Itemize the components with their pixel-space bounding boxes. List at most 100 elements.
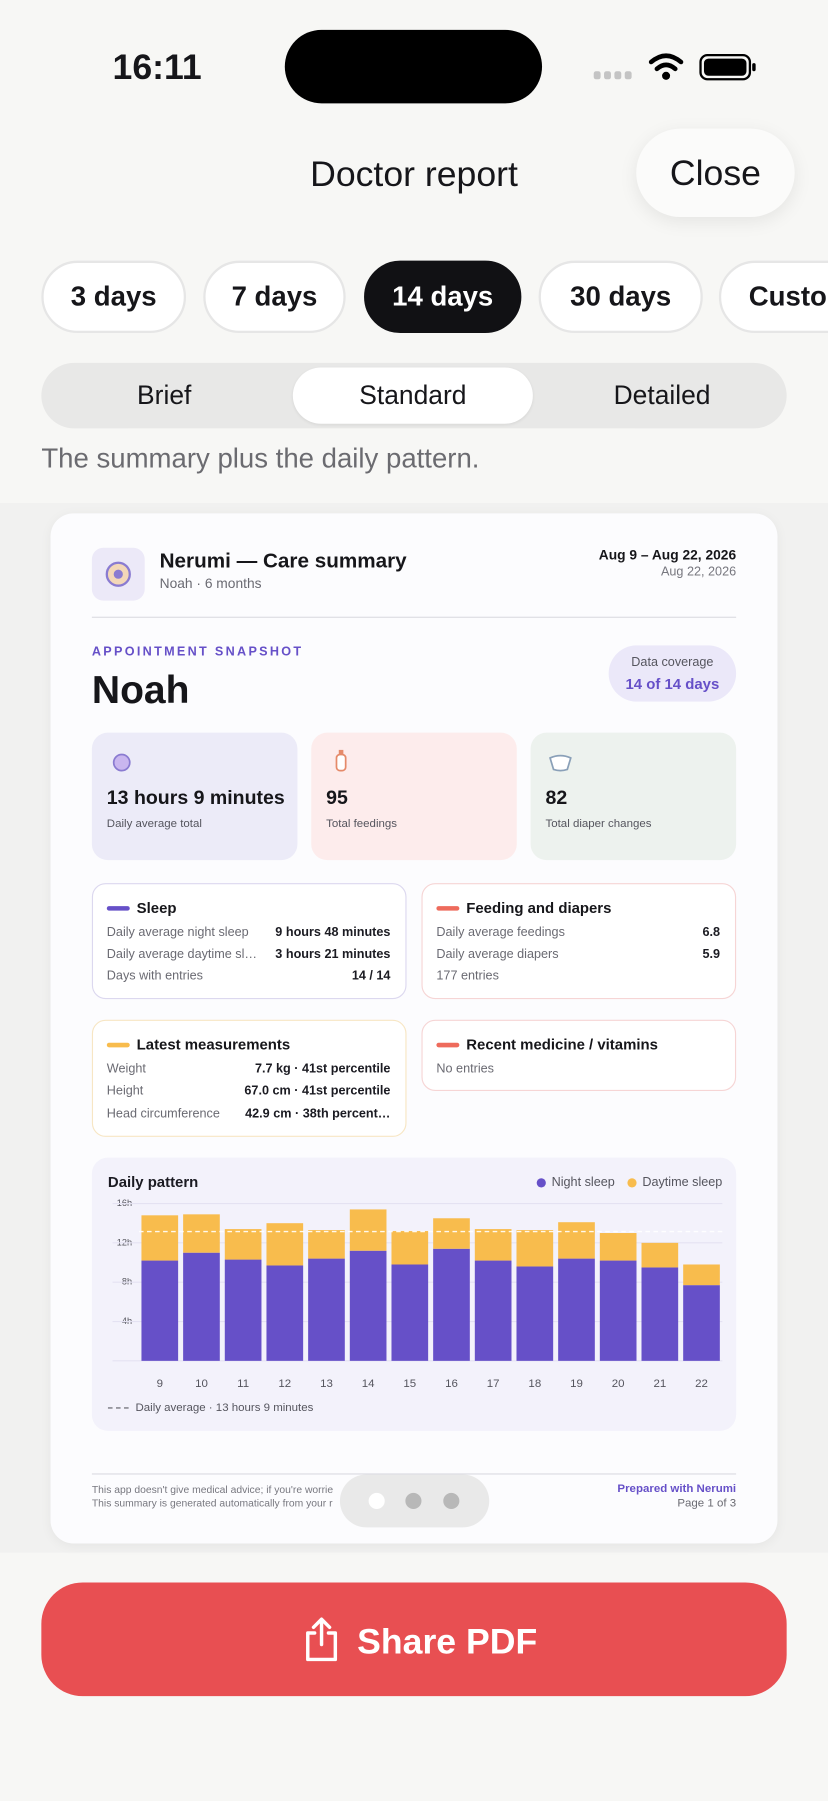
bar-segment <box>266 1265 304 1361</box>
card-accent <box>436 906 460 911</box>
range-tab[interactable]: 7 days <box>203 260 346 334</box>
stat-label: Daily average total <box>106 817 202 831</box>
card-accent <box>106 1042 130 1048</box>
segment-selected[interactable]: Standard <box>359 380 467 410</box>
bar-segment <box>308 1258 345 1361</box>
range-tab[interactable]: 3 days <box>41 260 187 334</box>
report-title: Nerumi — Care summary <box>159 548 407 572</box>
x-tick-label: 13 <box>320 1378 333 1390</box>
row-label: Daily average daytime sl… <box>106 947 258 962</box>
bar-segment <box>516 1266 554 1361</box>
row-label: Daily average feedings <box>436 925 565 940</box>
sleep-card: Sleep Daily average night sleep 9 hours … <box>91 883 407 1000</box>
stat-card: 13 hours 9 minutes Daily average total <box>91 732 298 861</box>
divider <box>91 616 737 618</box>
row-value: 6.8 <box>702 925 721 940</box>
card-title: Latest measurements <box>136 1035 291 1054</box>
row-value: 7.7 kg · 41st percentile <box>254 1062 391 1077</box>
row-value: 67.0 cm · 41st percentile <box>244 1084 391 1098</box>
page-indicator <box>339 1474 490 1528</box>
row-label: Daily average night sleep <box>106 925 249 940</box>
bar-segment <box>141 1260 179 1361</box>
x-tick-label: 15 <box>403 1378 416 1390</box>
x-tick-label: 10 <box>195 1378 208 1390</box>
legend-label: Daytime sleep <box>642 1175 722 1189</box>
prepared-by: Prepared with Nerumi <box>617 1482 737 1496</box>
range-tab-selected[interactable]: 14 days <box>364 260 522 334</box>
bar-segment <box>391 1264 429 1361</box>
bar-segment <box>266 1223 304 1266</box>
card-accent <box>106 906 130 911</box>
stat-card: 95 Total feedings <box>311 732 517 861</box>
status-icons <box>593 53 756 81</box>
row-label: Head circumference <box>106 1107 220 1121</box>
dynamic-island <box>284 29 543 104</box>
stat-label: Total diaper changes <box>545 817 652 831</box>
row-value: 14 / 14 <box>351 969 391 984</box>
page-dot[interactable] <box>443 1492 460 1509</box>
card-title: Recent medicine / vitamins <box>466 1035 658 1054</box>
row-label: Weight <box>106 1062 146 1077</box>
bar-segment <box>224 1229 262 1260</box>
row-value: 3 hours 21 minutes <box>275 947 391 962</box>
bar-segment <box>474 1260 512 1361</box>
bar-segment <box>599 1260 637 1361</box>
range-tabs: 3 days 7 days 14 days 30 days Custom <box>0 253 828 345</box>
stat-card: 82 Total diaper changes <box>530 732 737 861</box>
y-tick-label: 12h <box>117 1237 132 1247</box>
x-tick-label: 12 <box>278 1378 291 1390</box>
coverage-label: Data coverage <box>631 655 714 670</box>
bar-segment <box>349 1250 387 1361</box>
range-tab[interactable]: Custom <box>718 260 828 334</box>
bar-segment <box>599 1233 637 1261</box>
x-tick-label: 20 <box>612 1378 625 1390</box>
report-date-range: Aug 9 – Aug 22, 2026 <box>598 546 737 563</box>
segment[interactable]: Detailed <box>613 380 711 410</box>
detail-description: The summary plus the daily pattern. <box>41 443 480 475</box>
segment-highlight <box>292 367 533 424</box>
card-title: Sleep <box>136 899 177 917</box>
x-tick-label: 14 <box>362 1378 375 1390</box>
medicine-card: Recent medicine / vitamins No entries <box>421 1019 737 1091</box>
share-button[interactable]: Share PDF <box>41 1582 787 1697</box>
x-tick-label: 19 <box>570 1378 583 1390</box>
x-tick-label: 9 <box>157 1378 163 1390</box>
bar-segment <box>433 1248 470 1361</box>
bar-segment <box>558 1222 595 1259</box>
stat-value: 82 <box>545 786 568 809</box>
section-label: APPOINTMENT SNAPSHOT <box>91 645 304 660</box>
page-dot[interactable] <box>368 1492 385 1509</box>
card-note: No entries <box>436 1062 494 1077</box>
report-subtitle: Noah · 6 months <box>159 575 262 592</box>
card-title: Feeding and diapers <box>466 899 612 917</box>
measurements-card: Latest measurements Weight 7.7 kg · 41st… <box>91 1019 407 1137</box>
x-tick-label: 17 <box>487 1378 500 1390</box>
row-label: Daily average diapers <box>436 947 559 962</box>
patient-name: Noah <box>91 668 190 713</box>
disclaimer: This summary is generated automatically … <box>91 1497 333 1509</box>
detail-segments: Brief Standard Detailed <box>41 362 787 429</box>
legend-label: Night sleep <box>552 1175 615 1189</box>
bar-segment <box>474 1229 512 1261</box>
close-button[interactable]: Close <box>636 128 795 218</box>
x-tick-label: 22 <box>695 1378 708 1390</box>
share-label: Share PDF <box>357 1621 538 1662</box>
bar-segment <box>183 1252 220 1361</box>
bar-segment <box>516 1230 554 1267</box>
page-dot[interactable] <box>405 1492 422 1509</box>
range-tab[interactable]: 30 days <box>538 260 703 334</box>
bar-segment <box>433 1218 470 1249</box>
card-accent <box>436 1042 460 1048</box>
average-legend: Daily average · 13 hours 9 minutes <box>136 1402 314 1414</box>
footer-divider <box>91 1473 737 1475</box>
segment[interactable]: Brief <box>137 380 192 410</box>
page-number: Page 1 of 3 <box>677 1497 737 1511</box>
row-label: Height <box>106 1084 144 1098</box>
bar-segment <box>641 1267 679 1361</box>
legend-swatch <box>536 1178 546 1188</box>
chart-title: Daily pattern <box>108 1174 198 1191</box>
row-value: 5.9 <box>702 947 721 962</box>
y-tick-label: 16h <box>117 1198 132 1208</box>
